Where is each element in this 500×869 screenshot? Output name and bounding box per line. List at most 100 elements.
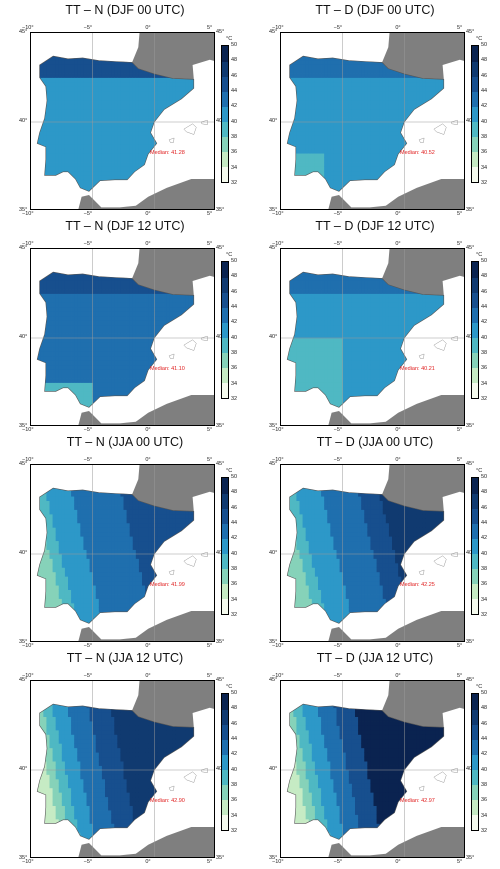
latitude-label: 40° [216, 334, 225, 340]
colorbar-tick-label: 42 [231, 751, 238, 758]
median-label: Median: 40.21 [400, 366, 435, 372]
median-label: Median: 42.25 [400, 582, 435, 588]
colorbar-tick-label: 34 [481, 596, 488, 603]
longitude-label: 5° [457, 427, 463, 433]
colorbar-segment [222, 121, 228, 138]
island-outline [183, 555, 197, 567]
colorbar-segment [222, 583, 228, 600]
colorbar-tick-label: 48 [481, 489, 488, 496]
colorbar-segment [222, 754, 228, 771]
coastline [36, 55, 195, 192]
map-frame [30, 32, 215, 210]
latitude-label: 45° [269, 245, 278, 251]
longitude-label: 0° [145, 241, 151, 247]
island-outline [168, 137, 175, 143]
colorbar-tick-label: 50 [231, 42, 238, 48]
colorbar-unit: °C [226, 252, 233, 258]
colorbar-tick-label: 44 [481, 88, 488, 94]
latitude-label: 45° [19, 245, 28, 251]
colorbar-segment [472, 292, 478, 308]
latitude-label: 35° [216, 207, 225, 213]
colorbar-segment [472, 478, 478, 494]
longitude-label: 5° [207, 643, 213, 649]
colorbar-tick-label: 40 [481, 766, 488, 773]
longitude-label: −5° [333, 427, 343, 433]
longitude-label: 0° [395, 427, 401, 433]
colorbar-segment [222, 478, 228, 494]
longitude-label: −10° [272, 25, 284, 31]
colorbar-tick-label: 44 [231, 88, 238, 94]
africa-landmass [78, 827, 214, 857]
latitude-label: 35° [269, 423, 278, 429]
colorbar-tick-label: 46 [481, 720, 488, 727]
longitude-label: 5° [457, 673, 463, 679]
longitude-label: −10° [272, 859, 284, 865]
colorbar-tick-label: 40 [231, 550, 238, 557]
colorbar-segment [222, 553, 228, 570]
colorbar-unit: °C [226, 36, 233, 42]
longitude-label: 5° [457, 859, 463, 865]
colorbar [221, 261, 229, 399]
colorbar-tick-label: 42 [481, 751, 488, 758]
island-outline [168, 785, 175, 791]
longitude-label: 0° [145, 457, 151, 463]
panel-title: TT – D (JJA 12 UTC) [316, 651, 434, 665]
longitude-label: −10° [22, 643, 34, 649]
colorbar-tick-label: 46 [231, 288, 238, 295]
colorbar-segment [222, 739, 228, 755]
latitude-label: 35° [269, 639, 278, 645]
latitude-label: 40° [19, 334, 28, 340]
colorbar-tick-label: 32 [481, 180, 488, 186]
longitude-label: −10° [272, 241, 284, 247]
colorbar-tick-label: 34 [481, 812, 488, 819]
map-frame [280, 680, 465, 858]
island-outline [433, 555, 447, 567]
latitude-label: 45° [269, 29, 278, 35]
latitude-label: 40° [216, 118, 225, 124]
colorbar-tick-label: 32 [231, 180, 238, 186]
colorbar-tick-label: 42 [231, 103, 238, 110]
colorbar-tick-label: 38 [481, 134, 488, 140]
island-outline [433, 339, 447, 351]
latitude-label: 35° [466, 423, 475, 429]
coastline [286, 55, 445, 192]
colorbar-segment [472, 598, 478, 615]
latitude-label: 35° [216, 855, 225, 861]
colorbar-tick-label: 40 [481, 118, 488, 125]
africa-landmass [328, 395, 464, 425]
colorbar-segment [472, 724, 478, 740]
colorbar-tick-label: 42 [231, 535, 238, 542]
colorbar-tick-label: 46 [481, 504, 488, 511]
panel-title: TT – D (JJA 00 UTC) [316, 435, 434, 449]
median-label: Median: 41.10 [150, 366, 185, 372]
colorbar-tick-label: 42 [481, 535, 488, 542]
latitude-label: 40° [19, 766, 28, 772]
colorbar-tick-label: 34 [481, 380, 488, 387]
longitude-label: −5° [83, 457, 93, 463]
colorbar-segment [472, 277, 478, 293]
panel-title: TT – N (JJA 00 UTC) [66, 435, 184, 449]
longitude-label: −10° [22, 457, 34, 463]
colorbar-unit: °C [226, 468, 233, 474]
colorbar-tick-label: 40 [481, 550, 488, 557]
colorbar-segment [472, 538, 478, 555]
latitude-label: 35° [269, 855, 278, 861]
colorbar-segment [472, 493, 478, 509]
longitude-label: 5° [457, 457, 463, 463]
colorbar-segment [222, 91, 228, 107]
island-outline [450, 335, 458, 341]
africa-landmass [328, 179, 464, 209]
colorbar-tick-label: 32 [231, 612, 238, 618]
colorbar [471, 261, 479, 399]
latitude-label: 45° [216, 461, 225, 467]
colorbar-tick-label: 34 [231, 380, 238, 387]
colorbar-tick-label: 46 [231, 72, 238, 79]
map-svg [281, 465, 464, 641]
colorbar-segment [222, 694, 228, 710]
map-frame [280, 464, 465, 642]
longitude-label: 0° [395, 643, 401, 649]
map-svg [31, 681, 214, 857]
france-landmass [382, 33, 464, 80]
colorbar-segment [222, 568, 228, 585]
median-label: Median: 40.52 [400, 150, 435, 156]
